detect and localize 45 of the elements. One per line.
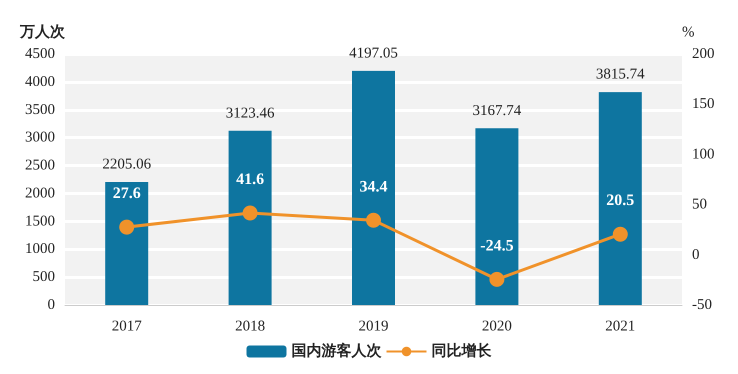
bar	[105, 182, 148, 305]
y-tick-label: 1000	[25, 241, 55, 258]
y-tick-label: 0	[48, 297, 55, 313]
y-axis-title: 万人次	[19, 24, 66, 40]
x-tick-label: 2018	[235, 318, 266, 334]
data-label: 34.4	[360, 178, 388, 196]
x-tick-label: 2019	[358, 318, 388, 334]
x-tick-label: 2017	[112, 318, 142, 334]
data-label: 20.5	[606, 192, 634, 210]
data-label: 3815.74	[596, 66, 646, 83]
y-tick-label: 2000	[25, 185, 55, 202]
bar	[598, 92, 642, 305]
bar	[475, 128, 518, 305]
bar	[228, 130, 272, 305]
y2-axis-title: %	[682, 24, 694, 40]
y2-tick-label: 50	[692, 196, 707, 213]
bar	[352, 70, 395, 305]
y-tick-label: 4500	[25, 46, 55, 62]
y-tick-label: 3000	[25, 130, 55, 146]
point	[489, 272, 504, 287]
data-label: 41.6	[236, 171, 264, 188]
point	[366, 212, 381, 228]
data-label: 27.6	[112, 185, 141, 202]
legend-label: 同比增长	[432, 342, 492, 360]
y-tick-label: 1500	[25, 213, 55, 230]
point	[242, 206, 258, 221]
data-label: -24.5	[480, 237, 514, 254]
y2-tick-label: 150	[692, 96, 714, 112]
point	[612, 226, 628, 242]
y-tick-label: 4000	[25, 74, 55, 90]
y-tick-label: 3500	[25, 102, 55, 118]
data-label: 3123.46	[226, 105, 275, 122]
y2-tick-label: 200	[692, 46, 714, 62]
y-tick-label: 500	[32, 269, 55, 286]
x-tick-label: 2021	[605, 318, 636, 334]
data-label: 2205.06	[102, 156, 152, 173]
y2-tick-label: 0	[692, 246, 700, 263]
y2-tick-label: 100	[692, 146, 714, 162]
y2-tick-label: -50	[692, 297, 712, 313]
y-tick-label: 2500	[25, 158, 55, 174]
point	[119, 220, 134, 235]
data-label: 4197.05	[349, 45, 398, 62]
legend-label: 国内游客人次	[292, 342, 382, 360]
data-label: 3167.74	[472, 102, 522, 119]
x-tick-label: 2020	[482, 318, 512, 334]
